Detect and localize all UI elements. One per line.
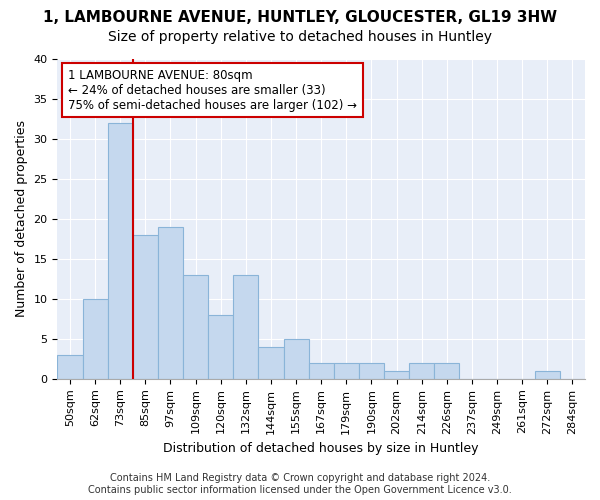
Bar [83,299,107,379]
Bar [434,363,460,379]
Bar [384,371,409,379]
X-axis label: Distribution of detached houses by size in Huntley: Distribution of detached houses by size … [163,442,479,455]
Text: Contains HM Land Registry data © Crown copyright and database right 2024.
Contai: Contains HM Land Registry data © Crown c… [88,474,512,495]
Y-axis label: Number of detached properties: Number of detached properties [15,120,28,318]
Bar [535,371,560,379]
Bar [158,227,183,379]
Bar [107,123,133,379]
Text: 1, LAMBOURNE AVENUE, HUNTLEY, GLOUCESTER, GL19 3HW: 1, LAMBOURNE AVENUE, HUNTLEY, GLOUCESTER… [43,10,557,25]
Bar [133,235,158,379]
Bar [208,315,233,379]
Bar [284,339,308,379]
Text: 1 LAMBOURNE AVENUE: 80sqm
← 24% of detached houses are smaller (33)
75% of semi-: 1 LAMBOURNE AVENUE: 80sqm ← 24% of detac… [68,68,357,112]
Bar [233,275,259,379]
Bar [183,275,208,379]
Bar [334,363,359,379]
Text: Size of property relative to detached houses in Huntley: Size of property relative to detached ho… [108,30,492,44]
Bar [308,363,334,379]
Bar [259,347,284,379]
Bar [58,355,83,379]
Bar [409,363,434,379]
Bar [359,363,384,379]
